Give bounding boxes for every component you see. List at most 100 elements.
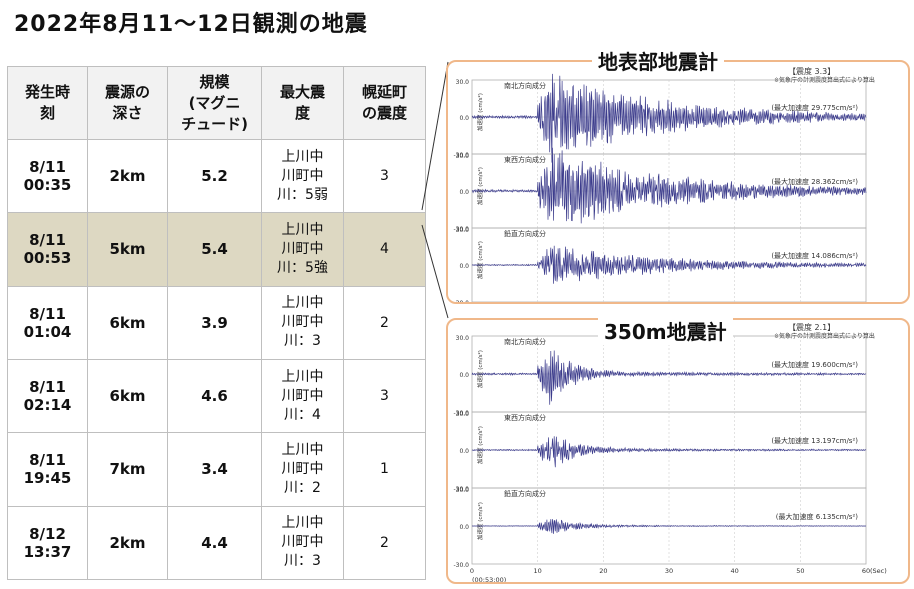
cell-horonobe-intensity: 3 [343,358,426,434]
waveform-trace [471,519,867,534]
cell-magnitude: 5.4 [167,212,262,287]
surface-waveform-chart: 【震度 3.3】※気象庁の計測震度算出式により算出30.00.0-30.0加速度… [453,66,886,313]
cell-max-intensity: 上川中 川町中 川：5強 [261,212,344,287]
y-axis-unit: 加速度 (cm/s²) [476,93,484,131]
cell-time: 8/11 01:04 [7,285,88,360]
table-row: 8/11 02:14 6km 4.6 上川中 川町中 川：4 3 [7,358,426,434]
cell-depth: 5km [87,212,168,287]
header-horonobe-intensity: 幌延町 の震度 [343,66,426,140]
y-tick-label: 0.0 [459,524,469,531]
y-tick-label: -30.0 [453,226,469,233]
y-axis-unit: 加速度 (cm/s²) [476,167,484,205]
y-axis-unit: 加速度 (cm/s²) [476,426,484,464]
cell-horonobe-intensity: 2 [343,285,426,360]
cell-magnitude: 4.6 [167,358,262,434]
header-time: 発生時刻 [7,66,88,140]
x-tick-label: 10 [534,567,542,575]
intensity-label: 【震度 2.1】 [788,322,835,332]
cell-depth: 2km [87,138,168,214]
y-tick-label: 0.0 [459,448,469,455]
max-acceleration-label: (最大加速度 6.135cm/s²) [776,512,858,521]
y-tick-label: 0.0 [459,263,469,270]
header-max-intensity: 最大震度 [261,66,344,140]
waveform-trace [471,245,867,284]
cell-horonobe-intensity: 2 [343,505,426,581]
cell-max-intensity: 上川中 川町中 川：5弱 [261,138,344,214]
table-row: 8/11 00:53 5km 5.4 上川中 川町中 川：5強 4 [7,212,426,287]
component-label: 鉛直方向成分 [504,229,546,238]
x-tick-label: 0 [470,567,474,575]
cell-max-intensity: 上川中 川町中 川：3 [261,505,344,581]
y-tick-label: 30.0 [456,487,470,494]
cell-time: 8/11 19:45 [7,432,88,507]
cell-magnitude: 3.4 [167,432,262,507]
max-acceleration-label: (最大加速度 28.362cm/s²) [771,177,858,186]
intensity-label: 【震度 3.3】 [788,66,835,76]
surface-seismometer-panel: 【震度 3.3】 ※気象庁の計測震度算出式により算出 30.0 0.0 -30.0 加速度… [446,60,910,313]
connector-lines [421,61,449,319]
x-tick-label: 40 [731,567,739,575]
x-tick-label: 20 [599,567,607,575]
max-acceleration-label: (最大加速度 13.197cm/s²) [771,436,858,445]
start-time-label: (00:53:00) [472,576,506,582]
y-tick-label: 0.0 [459,115,469,122]
max-acceleration-label: (最大加速度 14.086cm/s²) [771,251,858,260]
y-tick-label: 30.0 [456,227,470,234]
component-label: 東西方向成分 [504,413,546,422]
cell-time: 8/11 00:35 [7,138,88,214]
deep-waveform-chart: 【震度 2.1】※気象庁の計測震度算出式により算出30.00.0-30.0加速度… [453,322,887,584]
cell-horonobe-intensity: 3 [343,138,426,214]
table-row: 8/11 01:04 6km 3.9 上川中 川町中 川：3 2 [7,285,426,360]
y-axis-unit: 加速度 (cm/s²) [476,241,484,279]
cell-magnitude: 4.4 [167,505,262,581]
table-header-row: 発生時刻 震源の 深さ 規模 (マグニ チュード) 最大震度 幌延町 の震度 [7,66,426,140]
deep-seismometer-panel: 【震度 2.1】 ※気象庁の計測震度算出式により算出 30.0 0.0 -30.0 加速度… [446,318,910,584]
x-axis-unit: (Sec) [870,567,887,575]
cell-magnitude: 3.9 [167,285,262,360]
x-tick-label: 30 [665,567,673,575]
y-axis-unit: 加速度 (cm/s²) [476,350,484,388]
deep-panel-title: 350m地震計 [598,316,733,345]
cell-max-intensity: 上川中 川町中 川：3 [261,285,344,360]
y-tick-label: -30.0 [453,300,469,302]
cell-time: 8/12 13:37 [7,505,88,581]
waveform-trace [471,350,867,405]
cell-max-intensity: 上川中 川町中 川：4 [261,358,344,434]
component-label: 鉛直方向成分 [504,489,546,498]
cell-horonobe-intensity: 4 [343,212,426,287]
y-tick-label: -30.0 [453,152,469,159]
waveform-trace [471,73,867,163]
component-label: 東西方向成分 [504,155,546,164]
max-acceleration-label: (最大加速度 29.775cm/s²) [771,103,858,112]
cell-depth: 2km [87,505,168,581]
x-tick-label: 50 [796,567,804,575]
y-tick-label: -30.0 [453,486,469,493]
y-tick-label: 30.0 [456,153,470,160]
cell-time: 8/11 00:53 [7,212,88,287]
y-tick-label: 0.0 [459,189,469,196]
y-axis-unit: 加速度 (cm/s²) [476,502,484,540]
earthquake-table: 発生時刻 震源の 深さ 規模 (マグニ チュード) 最大震度 幌延町 の震度 8/11 0… [7,66,426,581]
table-row: 8/12 13:37 2km 4.4 上川中 川町中 川：3 2 [7,505,426,581]
cell-depth: 7km [87,432,168,507]
cell-time: 8/11 02:14 [7,358,88,434]
cell-horonobe-intensity: 1 [343,432,426,507]
cell-depth: 6km [87,358,168,434]
page-title: 2022年8月11〜12日観測の地震 [14,12,368,37]
cell-magnitude: 5.2 [167,138,262,214]
y-tick-label: 30.0 [456,335,470,342]
y-tick-label: 30.0 [456,79,470,86]
component-label: 南北方向成分 [504,81,546,90]
y-tick-label: 0.0 [459,372,469,379]
y-tick-label: 30.0 [456,411,470,418]
surface-panel-title: 地表部地震計 [592,46,724,75]
header-depth: 震源の 深さ [87,66,168,140]
y-tick-label: -30.0 [453,562,469,569]
y-tick-label: -30.0 [453,410,469,417]
x-tick-label: 60 [862,567,870,575]
waveform-trace [471,436,867,468]
cell-max-intensity: 上川中 川町中 川：2 [261,432,344,507]
table-row: 8/11 00:35 2km 5.2 上川中 川町中 川：5弱 3 [7,138,426,214]
header-magnitude: 規模 (マグニ チュード) [167,66,262,140]
cell-depth: 6km [87,285,168,360]
